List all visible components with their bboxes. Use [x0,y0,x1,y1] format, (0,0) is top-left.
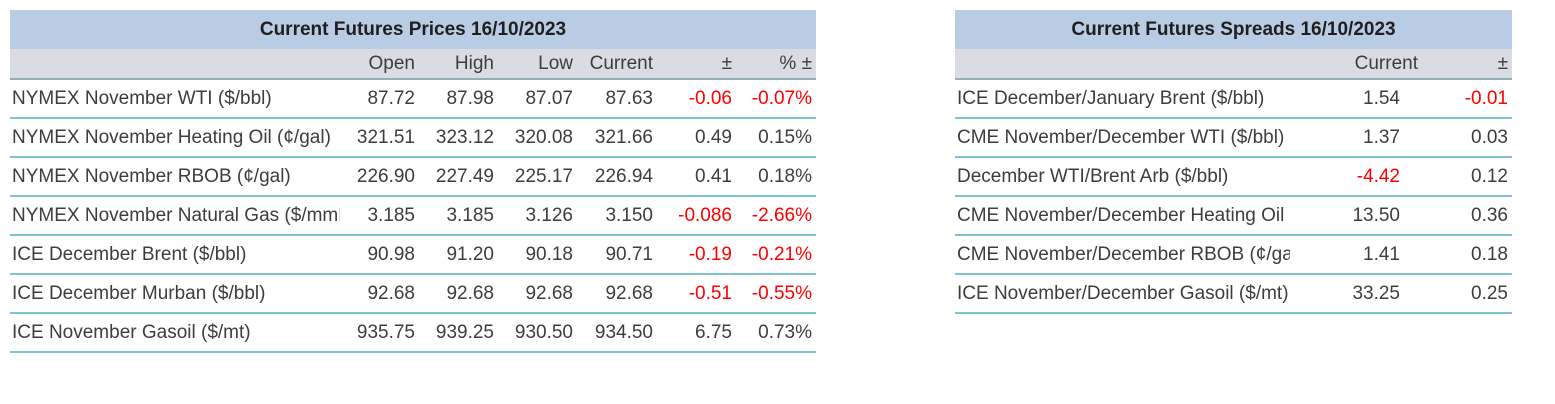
table-row: CME November/December Heating Oil (¢/ga … [955,196,1512,236]
row-label: ICE November Gasoil ($/mt) [10,313,340,353]
prices-header-pct-change: % ± [736,49,816,80]
cell-high: 227.49 [419,157,498,197]
row-label: CME November/December WTI ($/bbl) [955,118,1290,158]
futures-prices-title: Current Futures Prices 16/10/2023 [10,10,816,49]
cell-high: 87.98 [419,79,498,119]
cell-open: 321.51 [340,118,419,158]
row-label: NYMEX November RBOB (¢/gal) [10,157,340,197]
table-row: CME November/December WTI ($/bbl) 1.37 0… [955,118,1512,158]
prices-header-current: Current [577,49,657,80]
prices-header-blank [10,49,340,80]
cell-change: -0.19 [657,235,736,275]
row-label: NYMEX November Heating Oil (¢/gal) [10,118,340,158]
cell-open: 226.90 [340,157,419,197]
spreads-header-row: Current ± [955,49,1512,80]
cell-current: -4.42 [1290,157,1422,197]
table-row: ICE December Murban ($/bbl) 92.68 92.68 … [10,274,816,314]
cell-high: 323.12 [419,118,498,158]
cell-change: -0.06 [657,79,736,119]
cell-change: 0.12 [1422,157,1512,197]
row-label: ICE December Brent ($/bbl) [10,235,340,275]
cell-open: 87.72 [340,79,419,119]
cell-open: 935.75 [340,313,419,353]
row-label: NYMEX November Natural Gas ($/mmB [10,196,340,236]
cell-current: 13.50 [1290,196,1422,236]
spreads-header-change: ± [1422,49,1512,80]
table-row: ICE November Gasoil ($/mt) 935.75 939.25… [10,313,816,353]
cell-current: 226.94 [577,157,657,197]
table-row: ICE December Brent ($/bbl) 90.98 91.20 9… [10,235,816,275]
cell-pct-change: -2.66% [736,196,816,236]
prices-header-low: Low [498,49,577,80]
futures-spreads-table: Current Futures Spreads 16/10/2023 Curre… [955,10,1512,314]
row-label: NYMEX November WTI ($/bbl) [10,79,340,119]
table-row: NYMEX November Natural Gas ($/mmB 3.185 … [10,196,816,236]
cell-high: 92.68 [419,274,498,314]
cell-change: -0.086 [657,196,736,236]
row-label: ICE November/December Gasoil ($/mt) [955,274,1290,314]
cell-current: 33.25 [1290,274,1422,314]
row-label: December WTI/Brent Arb ($/bbl) [955,157,1290,197]
cell-high: 91.20 [419,235,498,275]
cell-low: 930.50 [498,313,577,353]
cell-current: 92.68 [577,274,657,314]
table-row: ICE November/December Gasoil ($/mt) 33.2… [955,274,1512,314]
cell-change: 0.49 [657,118,736,158]
prices-header-high: High [419,49,498,80]
cell-current: 87.63 [577,79,657,119]
cell-change: 0.25 [1422,274,1512,314]
futures-prices-grid: Open High Low Current ± % ± NYMEX Novemb… [10,49,816,353]
prices-header-row: Open High Low Current ± % ± [10,49,816,80]
row-label: CME November/December RBOB (¢/gal) [955,235,1290,275]
row-label: ICE December/January Brent ($/bbl) [955,79,1290,119]
futures-spreads-title: Current Futures Spreads 16/10/2023 [955,10,1512,49]
cell-low: 90.18 [498,235,577,275]
cell-current: 934.50 [577,313,657,353]
cell-pct-change: -0.07% [736,79,816,119]
row-label: CME November/December Heating Oil (¢/ga [955,196,1290,236]
row-label: ICE December Murban ($/bbl) [10,274,340,314]
cell-change: 0.36 [1422,196,1512,236]
table-row: CME November/December RBOB (¢/gal) 1.41 … [955,235,1512,275]
cell-pct-change: 0.15% [736,118,816,158]
cell-low: 225.17 [498,157,577,197]
cell-change: -0.51 [657,274,736,314]
cell-open: 90.98 [340,235,419,275]
prices-header-open: Open [340,49,419,80]
cell-change: 0.18 [1422,235,1512,275]
prices-header-change: ± [657,49,736,80]
futures-spreads-grid: Current ± ICE December/January Brent ($/… [955,49,1512,314]
cell-low: 87.07 [498,79,577,119]
spreads-header-blank [955,49,1290,80]
table-row: NYMEX November RBOB (¢/gal) 226.90 227.4… [10,157,816,197]
cell-low: 92.68 [498,274,577,314]
table-row: NYMEX November WTI ($/bbl) 87.72 87.98 8… [10,79,816,119]
table-row: ICE December/January Brent ($/bbl) 1.54 … [955,79,1512,119]
cell-current: 1.37 [1290,118,1422,158]
cell-change: 0.41 [657,157,736,197]
cell-open: 92.68 [340,274,419,314]
cell-high: 3.185 [419,196,498,236]
cell-pct-change: 0.18% [736,157,816,197]
cell-low: 3.126 [498,196,577,236]
cell-pct-change: -0.55% [736,274,816,314]
cell-change: 0.03 [1422,118,1512,158]
table-row: NYMEX November Heating Oil (¢/gal) 321.5… [10,118,816,158]
cell-low: 320.08 [498,118,577,158]
cell-pct-change: -0.21% [736,235,816,275]
futures-prices-table: Current Futures Prices 16/10/2023 Open H… [10,10,816,353]
cell-current: 90.71 [577,235,657,275]
cell-high: 939.25 [419,313,498,353]
spreads-header-current: Current [1290,49,1422,80]
cell-current: 1.54 [1290,79,1422,119]
cell-current: 1.41 [1290,235,1422,275]
cell-current: 321.66 [577,118,657,158]
cell-change: 6.75 [657,313,736,353]
cell-current: 3.150 [577,196,657,236]
cell-pct-change: 0.73% [736,313,816,353]
table-row: December WTI/Brent Arb ($/bbl) -4.42 0.1… [955,157,1512,197]
cell-open: 3.185 [340,196,419,236]
cell-change: -0.01 [1422,79,1512,119]
